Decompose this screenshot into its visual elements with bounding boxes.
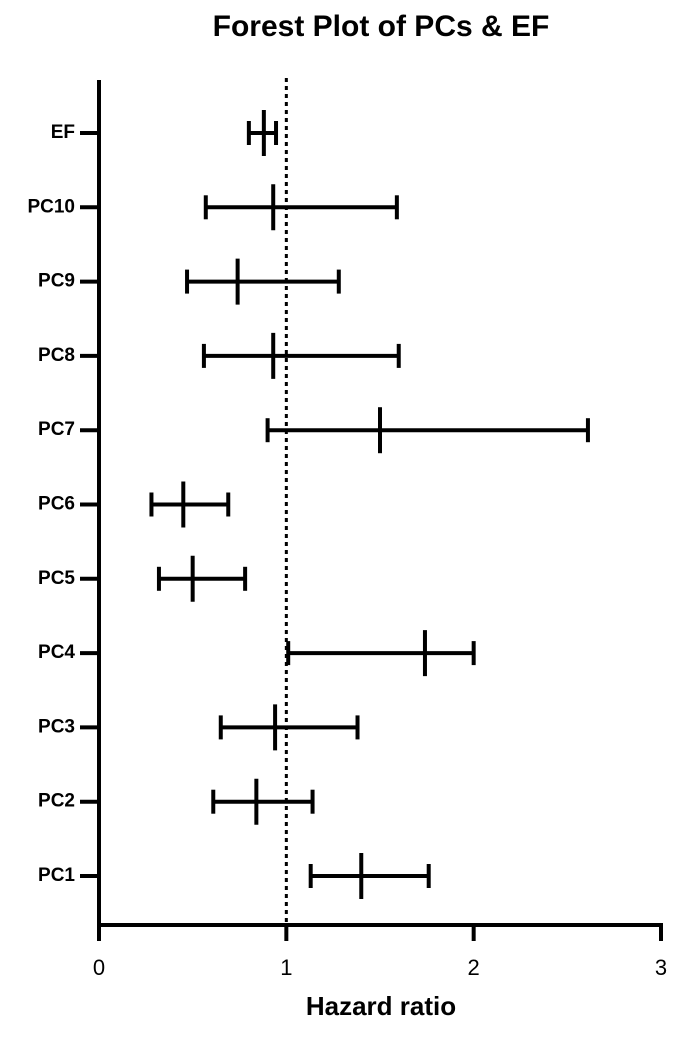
y-tick-label: PC5 [38, 568, 75, 589]
y-tick-label: PC3 [38, 716, 75, 737]
y-tick-label: PC1 [38, 865, 75, 886]
y-tick-label: EF [51, 122, 75, 143]
x-axis-label: Hazard ratio [306, 991, 456, 1021]
x-tick-label: 1 [280, 955, 292, 980]
x-tick-label: 3 [655, 955, 667, 980]
x-tick-label: 0 [93, 955, 105, 980]
y-tick-label: PC10 [27, 196, 75, 217]
y-tick-label: PC4 [38, 642, 75, 663]
y-tick-label: PC6 [38, 494, 75, 515]
y-tick-label: PC7 [38, 419, 75, 440]
y-tick-label: PC2 [38, 791, 75, 812]
x-tick-label: 2 [468, 955, 480, 980]
y-tick-label: PC8 [38, 345, 75, 366]
chart-title: Forest Plot of PCs & EF [213, 10, 550, 43]
y-tick-label: PC9 [38, 271, 75, 292]
